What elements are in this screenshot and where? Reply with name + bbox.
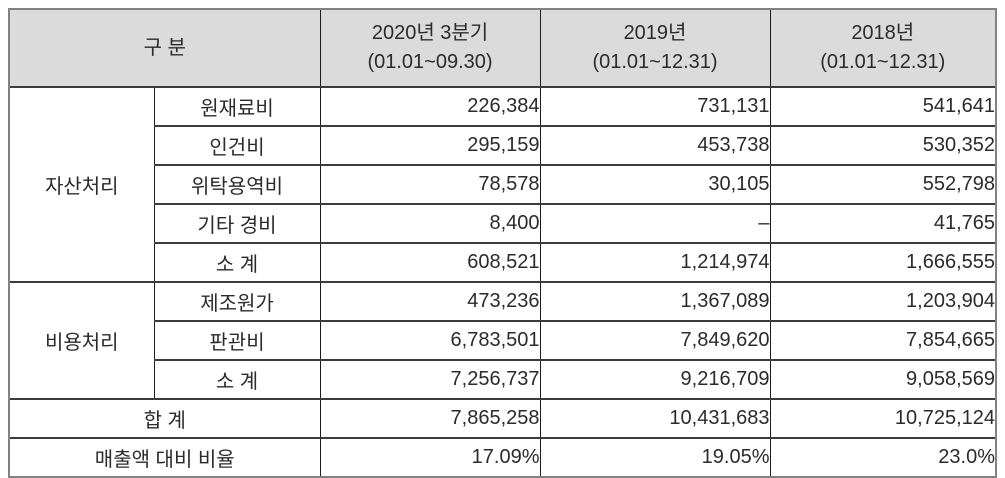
group-label-expense: 비용처리 (10, 282, 155, 400)
cost-table-frame: 구 분 2020년 3분기 (01.01~09.30) 2019년 (01.01… (8, 8, 997, 478)
value-2020: 6,783,501 (320, 321, 541, 361)
header-cell-category: 구 분 (10, 10, 321, 88)
total-2020: 7,865,258 (320, 399, 541, 439)
header-2019-period: (01.01~12.31) (592, 51, 718, 73)
value-2020: 8,400 (320, 204, 541, 244)
value-2019: 30,105 (540, 165, 771, 205)
value-2018: 541,641 (770, 87, 996, 127)
ratio-2019: 19.05% (540, 438, 771, 476)
value-2019: 453,738 (540, 126, 771, 166)
value-2019: 731,131 (540, 87, 771, 127)
value-2018: 530,352 (770, 126, 996, 166)
item-label: 소 계 (154, 243, 321, 283)
item-label: 원재료비 (154, 87, 321, 127)
group-label-asset: 자산처리 (10, 87, 155, 283)
value-2018: 7,854,665 (770, 321, 996, 361)
value-2020: 608,521 (320, 243, 541, 283)
table-row: 자산처리 원재료비 226,384 731,131 541,641 (10, 87, 996, 283)
item-label: 인건비 (154, 126, 321, 166)
value-2018: 552,798 (770, 165, 996, 205)
value-2020: 78,578 (320, 165, 541, 205)
value-2019: – (540, 204, 771, 244)
item-label: 제조원가 (154, 282, 321, 322)
value-2020: 7,256,737 (320, 360, 541, 400)
cost-breakdown-table: 구 분 2020년 3분기 (01.01~09.30) 2019년 (01.01… (10, 10, 996, 476)
table-row: 소 계 7,256,737 9,216,709 9,058,569 (10, 360, 996, 400)
ratio-2018: 23.0% (770, 438, 996, 476)
total-row: 합 계 7,865,258 10,431,683 10,725,124 (10, 399, 996, 439)
table-row: 소 계 608,521 1,214,974 1,666,555 (10, 243, 996, 283)
header-category-label: 구 분 (143, 36, 186, 59)
header-cell-2018: 2018년 (01.01~12.31) (770, 10, 996, 88)
header-2020-year: 2020년 3분기 (371, 22, 489, 44)
value-2020: 473,236 (320, 282, 541, 322)
header-cell-2019: 2019년 (01.01~12.31) (540, 10, 771, 88)
total-2018: 10,725,124 (770, 399, 996, 439)
item-label: 소 계 (154, 360, 321, 400)
page: 구 분 2020년 3분기 (01.01~09.30) 2019년 (01.01… (8, 8, 997, 478)
header-2019-year: 2019년 (623, 22, 687, 44)
value-2019: 7,849,620 (540, 321, 771, 361)
header-2020-period: (01.01~09.30) (367, 51, 493, 73)
value-2018: 41,765 (770, 204, 996, 244)
header-row: 구 분 2020년 3분기 (01.01~09.30) 2019년 (01.01… (10, 10, 996, 88)
total-label: 합 계 (10, 399, 321, 439)
header-cell-2020: 2020년 3분기 (01.01~09.30) (320, 10, 541, 88)
value-2020: 226,384 (320, 87, 541, 127)
item-label: 기타 경비 (154, 204, 321, 244)
table-row: 위탁용역비 78,578 30,105 552,798 (10, 165, 996, 205)
ratio-label: 매출액 대비 비율 (10, 438, 321, 476)
table-row: 인건비 295,159 453,738 530,352 (10, 126, 996, 166)
ratio-row: 매출액 대비 비율 17.09% 19.05% 23.0% (10, 438, 996, 476)
table-row: 비용처리 제조원가 473,236 1,367,089 1,203,904 (10, 282, 996, 400)
value-2019: 9,216,709 (540, 360, 771, 400)
value-2019: 1,214,974 (540, 243, 771, 283)
item-label: 판관비 (154, 321, 321, 361)
value-2018: 9,058,569 (770, 360, 996, 400)
total-2019: 10,431,683 (540, 399, 771, 439)
value-2019: 1,367,089 (540, 282, 771, 322)
value-2020: 295,159 (320, 126, 541, 166)
header-2018-period: (01.01~12.31) (820, 51, 946, 73)
header-2018-year: 2018년 (851, 22, 915, 44)
table-row: 판관비 6,783,501 7,849,620 7,854,665 (10, 321, 996, 361)
table-row: 기타 경비 8,400 – 41,765 (10, 204, 996, 244)
value-2018: 1,203,904 (770, 282, 996, 322)
value-2018: 1,666,555 (770, 243, 996, 283)
ratio-2020: 17.09% (320, 438, 541, 476)
item-label: 위탁용역비 (154, 165, 321, 205)
